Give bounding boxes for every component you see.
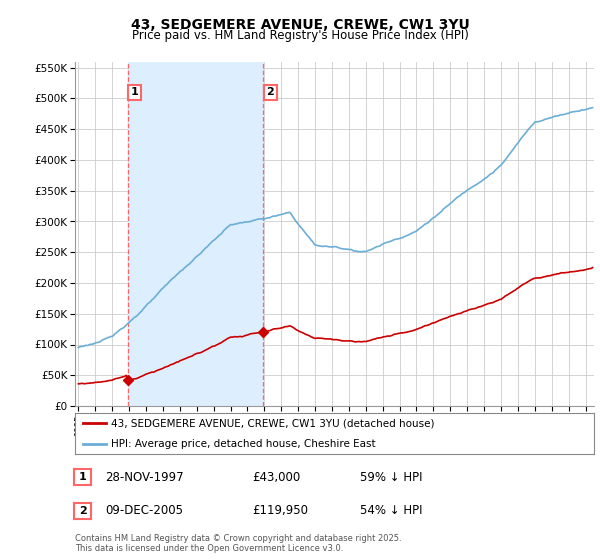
Text: 54% ↓ HPI: 54% ↓ HPI: [360, 504, 422, 517]
Text: 28-NOV-1997: 28-NOV-1997: [105, 470, 184, 484]
Text: Price paid vs. HM Land Registry's House Price Index (HPI): Price paid vs. HM Land Registry's House …: [131, 29, 469, 42]
Text: 59% ↓ HPI: 59% ↓ HPI: [360, 470, 422, 484]
Text: 2: 2: [266, 87, 274, 97]
Text: 2: 2: [79, 506, 86, 516]
Text: HPI: Average price, detached house, Cheshire East: HPI: Average price, detached house, Ches…: [112, 438, 376, 449]
Text: 1: 1: [131, 87, 139, 97]
Bar: [128, 62, 263, 406]
Text: Contains HM Land Registry data © Crown copyright and database right 2025.
This d: Contains HM Land Registry data © Crown c…: [75, 534, 401, 553]
Text: £43,000: £43,000: [252, 470, 300, 484]
Text: 43, SEDGEMERE AVENUE, CREWE, CW1 3YU: 43, SEDGEMERE AVENUE, CREWE, CW1 3YU: [131, 18, 469, 32]
Text: £119,950: £119,950: [252, 504, 308, 517]
Text: 09-DEC-2005: 09-DEC-2005: [105, 504, 183, 517]
Text: 43, SEDGEMERE AVENUE, CREWE, CW1 3YU (detached house): 43, SEDGEMERE AVENUE, CREWE, CW1 3YU (de…: [112, 418, 435, 428]
Text: 1: 1: [79, 472, 86, 482]
